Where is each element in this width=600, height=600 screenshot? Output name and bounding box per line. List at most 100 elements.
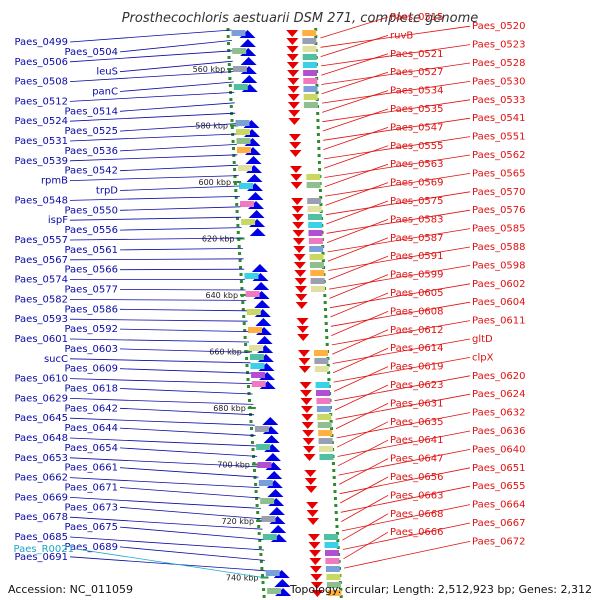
gene-label[interactable]: Paes_0523 — [472, 40, 526, 51]
gene-label[interactable]: Paes_0551 — [472, 132, 526, 143]
gene-label[interactable]: leuS — [96, 67, 118, 78]
gene-label[interactable]: Paes_0514 — [64, 106, 118, 117]
gene-label[interactable]: Paes_0512 — [14, 96, 68, 107]
gene-label[interactable]: Paes_0585 — [472, 224, 526, 235]
gene-label[interactable]: Paes_0614 — [390, 343, 444, 354]
gene-label[interactable]: Paes_0550 — [64, 205, 118, 216]
gene-label[interactable]: Paes_0598 — [472, 260, 526, 271]
gene-label[interactable]: Paes_0604 — [472, 297, 526, 308]
gene-label[interactable]: Paes_0533 — [472, 95, 526, 106]
gene-label[interactable]: Paes_0645 — [14, 413, 68, 424]
gene-label[interactable]: Paes_0575 — [390, 196, 444, 207]
gene-label[interactable]: Paes_0515 — [390, 12, 444, 23]
gene-label[interactable]: Paes_0508 — [14, 77, 68, 88]
gene-label[interactable]: Paes_0527 — [390, 67, 444, 78]
gene-label[interactable]: Paes_0644 — [64, 423, 118, 434]
gene-label[interactable]: Paes_0539 — [14, 156, 68, 167]
gene-label[interactable]: Paes_0669 — [14, 492, 68, 503]
gene-label[interactable]: Paes_0521 — [390, 49, 444, 60]
gene-label[interactable]: Paes_0592 — [64, 324, 118, 335]
gene-label[interactable]: Paes_0631 — [390, 398, 444, 409]
gene-label[interactable]: Paes_0685 — [14, 532, 68, 543]
gene-label[interactable]: Paes_0619 — [390, 362, 444, 373]
gene-label[interactable]: Paes_0499 — [14, 37, 68, 48]
gene-label[interactable]: Paes_0664 — [472, 500, 526, 511]
gene-label[interactable]: Paes_0588 — [472, 242, 526, 253]
gene-label[interactable]: Paes_0655 — [472, 481, 526, 492]
gene-label[interactable]: Paes_0671 — [64, 483, 118, 494]
gene-label[interactable]: Paes_0562 — [472, 150, 526, 161]
gene-label[interactable]: Paes_0570 — [472, 187, 526, 198]
gene-label[interactable]: rpmB — [41, 176, 68, 187]
gene-label[interactable]: Paes_0675 — [64, 522, 118, 533]
gene-label[interactable]: Paes_0583 — [390, 214, 444, 225]
gene-label[interactable]: Paes_0541 — [472, 113, 526, 124]
gene-label[interactable]: Paes_0656 — [390, 472, 444, 483]
gene-label[interactable]: Paes_0661 — [64, 463, 118, 474]
gene-label[interactable]: Paes_0547 — [390, 122, 444, 133]
gene-label[interactable]: Paes_0586 — [64, 304, 118, 315]
rna-gene-label[interactable]: Paes_R0021 — [14, 544, 74, 555]
gene-label[interactable]: Paes_0653 — [14, 453, 68, 464]
gene-label[interactable]: Paes_0566 — [64, 265, 118, 276]
gene-label[interactable]: Paes_0506 — [14, 57, 68, 68]
gene-label[interactable]: Paes_0542 — [64, 166, 118, 177]
gene-label[interactable]: Paes_0587 — [390, 233, 444, 244]
gene-label[interactable]: Paes_0629 — [14, 393, 68, 404]
gene-label[interactable]: Paes_0504 — [64, 47, 118, 58]
gene-label[interactable]: Paes_0612 — [390, 325, 444, 336]
gene-label[interactable]: Paes_0576 — [472, 205, 526, 216]
gene-label[interactable]: Paes_0640 — [472, 444, 526, 455]
gene-label[interactable]: Paes_0647 — [390, 454, 444, 465]
gene-label[interactable]: Paes_0632 — [472, 408, 526, 419]
gene-label[interactable]: sucC — [44, 354, 68, 365]
gene-label[interactable]: trpD — [96, 186, 118, 197]
gene-label[interactable]: Paes_0520 — [472, 21, 526, 32]
gene-label[interactable]: Paes_0528 — [472, 58, 526, 69]
gene-label[interactable]: Paes_0531 — [14, 136, 68, 147]
gene-label[interactable]: Paes_0605 — [390, 288, 444, 299]
gene-label[interactable]: Paes_0603 — [64, 344, 118, 355]
gene-label[interactable]: Paes_0691 — [14, 552, 68, 563]
gene-label[interactable]: Paes_0636 — [472, 426, 526, 437]
gene-label[interactable]: Paes_0561 — [64, 245, 118, 256]
gene-label[interactable]: Paes_0654 — [64, 443, 118, 454]
gene-label[interactable]: Paes_0601 — [14, 334, 68, 345]
gene-label[interactable]: Paes_0635 — [390, 417, 444, 428]
gene-label[interactable]: Paes_0668 — [390, 509, 444, 520]
gene-label[interactable]: ruvB — [390, 30, 413, 41]
gene-label[interactable]: Paes_0618 — [64, 384, 118, 395]
gene-label[interactable]: Paes_0525 — [64, 126, 118, 137]
gene-label[interactable]: Paes_0648 — [14, 433, 68, 444]
gene-label[interactable]: Paes_0556 — [64, 225, 118, 236]
gene-label[interactable]: Paes_0672 — [472, 536, 526, 547]
gene-label[interactable]: Paes_0663 — [390, 490, 444, 501]
gene-label[interactable]: Paes_0563 — [390, 159, 444, 170]
gene-label[interactable]: Paes_0577 — [64, 285, 118, 296]
gene-label[interactable]: Paes_0569 — [390, 178, 444, 189]
gene-label[interactable]: Paes_0641 — [390, 435, 444, 446]
gene-label[interactable]: Paes_0623 — [390, 380, 444, 391]
gene-label[interactable]: Paes_0534 — [390, 86, 444, 97]
gene-label[interactable]: Paes_0642 — [64, 403, 118, 414]
gene-label[interactable]: Paes_0620 — [472, 371, 526, 382]
gene-label[interactable]: Paes_0548 — [14, 195, 68, 206]
gene-label[interactable]: Paes_0535 — [390, 104, 444, 115]
gene-label[interactable]: Paes_0567 — [14, 255, 68, 266]
gene-label[interactable]: Paes_0593 — [14, 314, 68, 325]
gene-label[interactable]: panC — [92, 87, 118, 98]
gene-label[interactable]: Paes_0555 — [390, 141, 444, 152]
gene-label[interactable]: Paes_0662 — [14, 473, 68, 484]
gene-label[interactable]: Paes_0602 — [472, 279, 526, 290]
gene-label[interactable]: Paes_0565 — [472, 168, 526, 179]
gene-label[interactable]: Paes_0666 — [390, 527, 444, 538]
gene-label[interactable]: Paes_0557 — [14, 235, 68, 246]
gene-label[interactable]: Paes_0624 — [472, 389, 526, 400]
gene-label[interactable]: Paes_0651 — [472, 463, 526, 474]
gene-label[interactable]: Paes_0611 — [472, 316, 526, 327]
gene-label[interactable]: Paes_0524 — [14, 116, 68, 127]
gene-label[interactable]: Paes_0610 — [14, 374, 68, 385]
gene-label[interactable]: Paes_0599 — [390, 270, 444, 281]
gene-label[interactable]: Paes_0609 — [64, 364, 118, 375]
gene-label[interactable]: Paes_0608 — [390, 306, 444, 317]
